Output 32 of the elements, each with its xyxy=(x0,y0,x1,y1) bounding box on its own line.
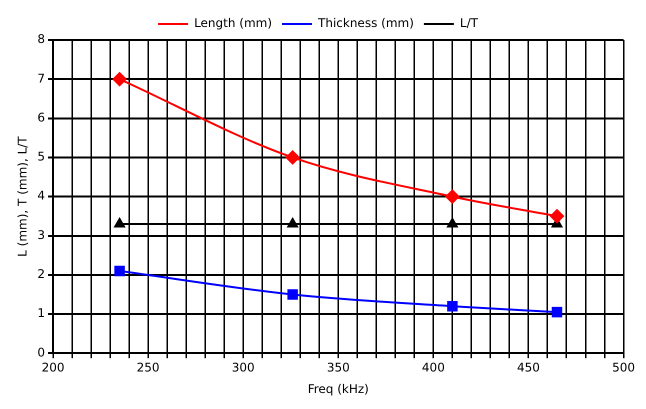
point xyxy=(114,266,125,276)
x-tick-label: 500 xyxy=(612,360,635,375)
y-tick-label: 8 xyxy=(37,32,46,46)
y-tick-label: 7 xyxy=(37,71,46,86)
x-tick-label: 350 xyxy=(326,360,350,375)
x-tick-label: 250 xyxy=(136,360,160,375)
x-tick-label: 300 xyxy=(232,360,255,375)
y-tick-label: 6 xyxy=(37,110,46,124)
point xyxy=(114,218,125,228)
y-tick-label: 2 xyxy=(37,267,46,282)
y-axis-title: L (mm), T (mm), L/T xyxy=(15,136,30,257)
point xyxy=(447,218,458,228)
point xyxy=(287,218,298,228)
x-tick-label: 400 xyxy=(422,360,445,375)
x-axis-title: Freq (kHz) xyxy=(308,382,369,396)
legend-label: Length (mm) xyxy=(194,16,272,30)
y-tick-label: 5 xyxy=(37,150,46,164)
legend-label: Thickness (mm) xyxy=(317,16,414,30)
point xyxy=(447,300,458,312)
x-tick-label: 450 xyxy=(517,360,540,375)
point xyxy=(552,306,562,318)
y-tick-label: 4 xyxy=(37,188,46,203)
y-tick-label: 3 xyxy=(37,228,46,242)
x-tick-label: 200 xyxy=(42,360,64,375)
point xyxy=(550,209,564,224)
y-tick-label: 0 xyxy=(37,345,46,360)
legend-label: L/T xyxy=(460,16,479,30)
point xyxy=(286,150,300,164)
y-tick-label: 1 xyxy=(37,306,46,320)
point xyxy=(445,190,460,204)
point xyxy=(112,72,127,86)
point xyxy=(287,289,298,300)
